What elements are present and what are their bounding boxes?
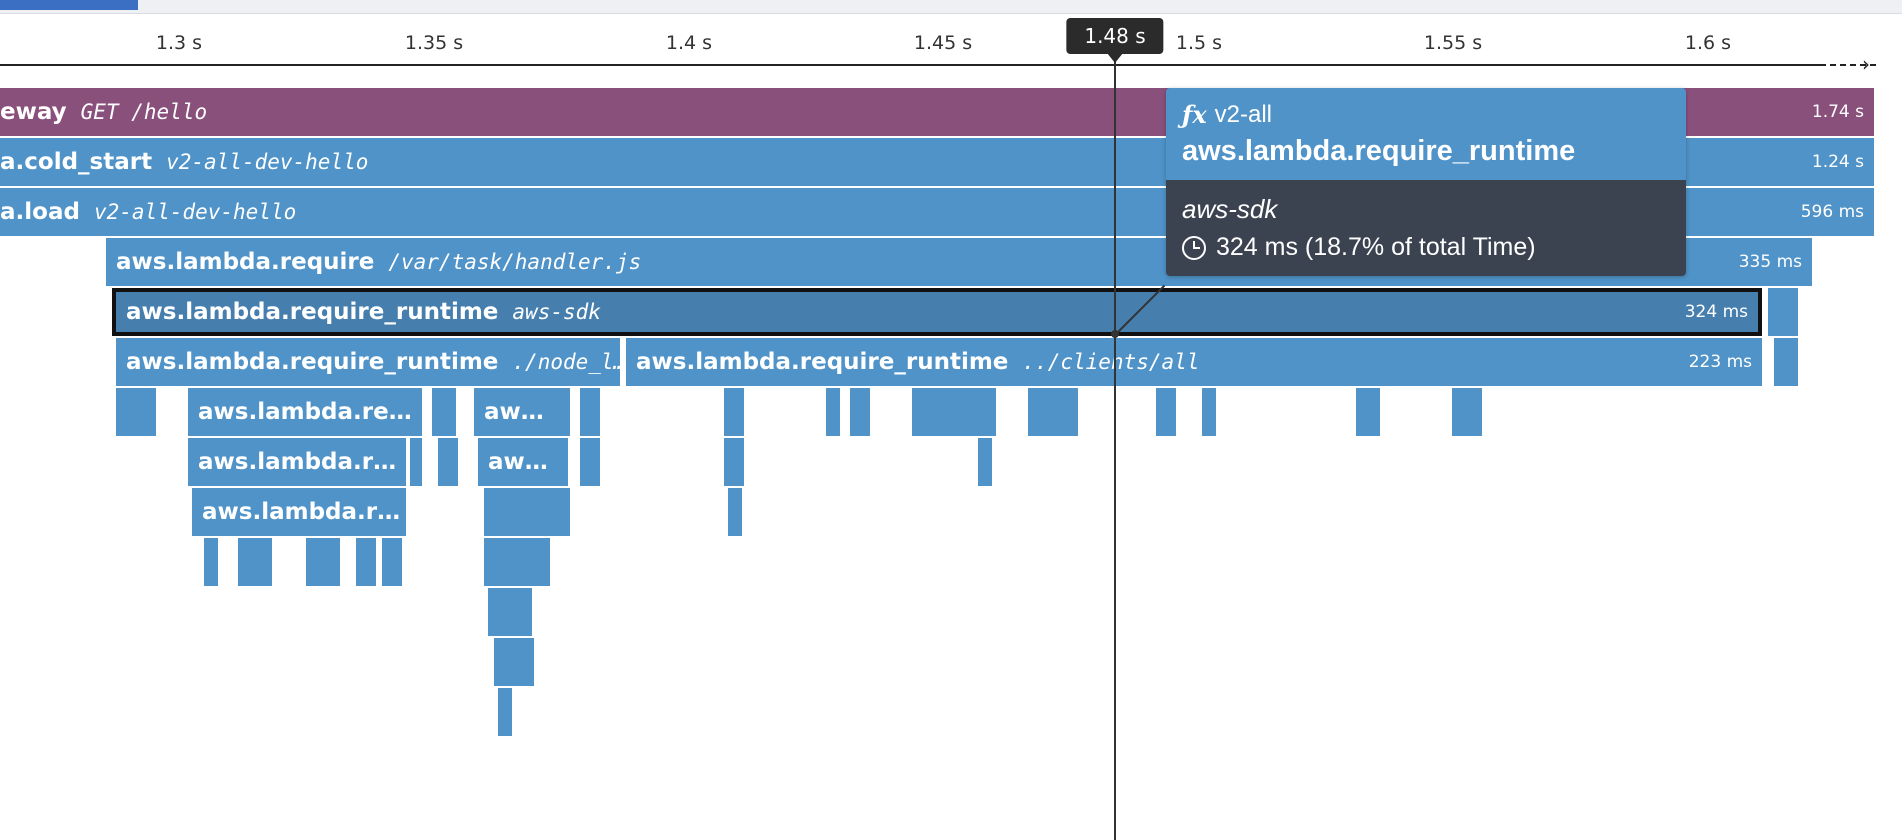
span-bar-aw[interactable]: aw…: [474, 388, 570, 436]
tick-label: 1.55 s: [1423, 32, 1483, 54]
span-block[interactable]: [410, 438, 422, 486]
span-block[interactable]: [306, 538, 340, 586]
span-bar-lambda-re[interactable]: aws.lambda.re…: [188, 388, 422, 436]
span-resource: v2-all-dev-hello: [166, 150, 369, 174]
tooltip-resource: aws-sdk: [1182, 194, 1278, 224]
span-block[interactable]: [1768, 288, 1798, 336]
tooltip-duration-row: 324 ms (18.7% of total Time): [1182, 233, 1670, 262]
top-scroll-track[interactable]: [0, 0, 1902, 14]
tooltip-duration: 324 ms (18.7% of total Time): [1216, 233, 1536, 261]
tick-label: 1.5 s: [1175, 32, 1223, 54]
span-duration: 324 ms: [1684, 302, 1748, 322]
function-icon: ƒx: [1182, 100, 1207, 129]
arrow-right-icon: ›: [1862, 52, 1870, 76]
span-block[interactable]: [724, 388, 744, 436]
span-block[interactable]: [1202, 388, 1216, 436]
span-duration: 1.74 s: [1811, 102, 1864, 122]
span-block[interactable]: [724, 438, 744, 486]
span-block[interactable]: [438, 438, 458, 486]
span-duration: 596 ms: [1800, 202, 1864, 222]
span-bar-aw[interactable]: aw…: [478, 438, 568, 486]
span-resource: ../clients/all: [1022, 350, 1200, 374]
span-name: a.load: [0, 199, 80, 225]
time-axis: [0, 64, 1820, 66]
span-block[interactable]: [488, 588, 532, 636]
top-scroll-thumb[interactable]: [0, 0, 138, 10]
span-block[interactable]: [1452, 388, 1482, 436]
span-block[interactable]: [1774, 338, 1798, 386]
span-block[interactable]: [238, 538, 272, 586]
tick-label: 1.3 s: [155, 32, 203, 54]
tick-label: 1.4 s: [665, 32, 713, 54]
span-duration: 223 ms: [1688, 352, 1752, 372]
span-name: aws.lambda.re…: [198, 399, 412, 425]
span-block[interactable]: [432, 388, 456, 436]
tooltip-service-name: v2-all: [1214, 100, 1272, 128]
span-block[interactable]: [826, 388, 840, 436]
span-bar-require-runtime-clients[interactable]: aws.lambda.require_runtime ../clients/al…: [626, 338, 1762, 386]
span-resource: GET /hello: [80, 100, 208, 124]
span-name: aws.lambda.r…: [198, 449, 397, 475]
span-block[interactable]: [484, 488, 570, 536]
span-bar-lambda-r[interactable]: aws.lambda.r…: [188, 438, 406, 486]
span-block[interactable]: [204, 538, 218, 586]
span-name: aw…: [488, 449, 548, 475]
span-block[interactable]: [978, 438, 992, 486]
tooltip-service: ƒx v2-all: [1182, 100, 1670, 129]
span-tooltip: ƒx v2-all aws.lambda.require_runtime aws…: [1166, 88, 1686, 276]
span-name: aw…: [484, 399, 544, 425]
span-resource: /var/task/handler.js: [388, 250, 642, 274]
span-block[interactable]: [484, 538, 550, 586]
span-name: aws.lambda.require_runtime: [126, 299, 499, 325]
tick-label: 1.35 s: [404, 32, 464, 54]
span-name: a.cold_start: [0, 149, 153, 175]
tooltip-header: ƒx v2-all aws.lambda.require_runtime: [1166, 88, 1686, 180]
span-bar-require-runtime-aws-sdk[interactable]: aws.lambda.require_runtime aws-sdk 324 m…: [112, 288, 1762, 336]
tick-label: 1.45 s: [913, 32, 973, 54]
span-block[interactable]: [356, 538, 376, 586]
span-resource: aws-sdk: [512, 300, 601, 324]
span-name: aws.lambda.require: [116, 249, 375, 275]
span-block[interactable]: [1028, 388, 1078, 436]
span-resource: ./node_l…: [512, 350, 620, 374]
span-block[interactable]: [580, 388, 600, 436]
tooltip-anchor-dot: [1111, 330, 1119, 338]
tooltip-operation: aws.lambda.require_runtime: [1182, 135, 1576, 167]
span-block[interactable]: [728, 488, 742, 536]
time-axis-continuation: [1820, 64, 1876, 66]
span-block[interactable]: [912, 388, 996, 436]
time-cursor-label: 1.48 s: [1066, 18, 1164, 54]
span-block[interactable]: [494, 638, 534, 686]
time-cursor-line: [1114, 50, 1116, 840]
span-block[interactable]: [382, 538, 402, 586]
span-block[interactable]: [116, 388, 156, 436]
span-name: aws.lambda.require_runtime: [636, 349, 1009, 375]
span-name: aws.lambda.r…: [202, 499, 401, 525]
span-block[interactable]: [498, 688, 512, 736]
tick-label: 1.6 s: [1684, 32, 1732, 54]
span-name: aws.lambda.require_runtime: [126, 349, 499, 375]
span-block[interactable]: [1156, 388, 1176, 436]
span-resource: v2-all-dev-hello: [93, 200, 297, 224]
span-duration: 335 ms: [1738, 252, 1802, 272]
span-duration: 1.24 s: [1811, 152, 1864, 172]
span-block[interactable]: [580, 438, 600, 486]
span-bar-require-runtime-node-modules[interactable]: aws.lambda.require_runtime ./node_l…: [116, 338, 620, 386]
tooltip-body: aws-sdk 324 ms (18.7% of total Time): [1166, 180, 1686, 276]
span-name: eway: [0, 99, 67, 125]
time-cursor-caret: [1107, 53, 1123, 63]
span-bar-lambda-r[interactable]: aws.lambda.r…: [192, 488, 406, 536]
clock-icon: [1182, 235, 1206, 260]
span-block[interactable]: [1356, 388, 1380, 436]
span-block[interactable]: [850, 388, 870, 436]
